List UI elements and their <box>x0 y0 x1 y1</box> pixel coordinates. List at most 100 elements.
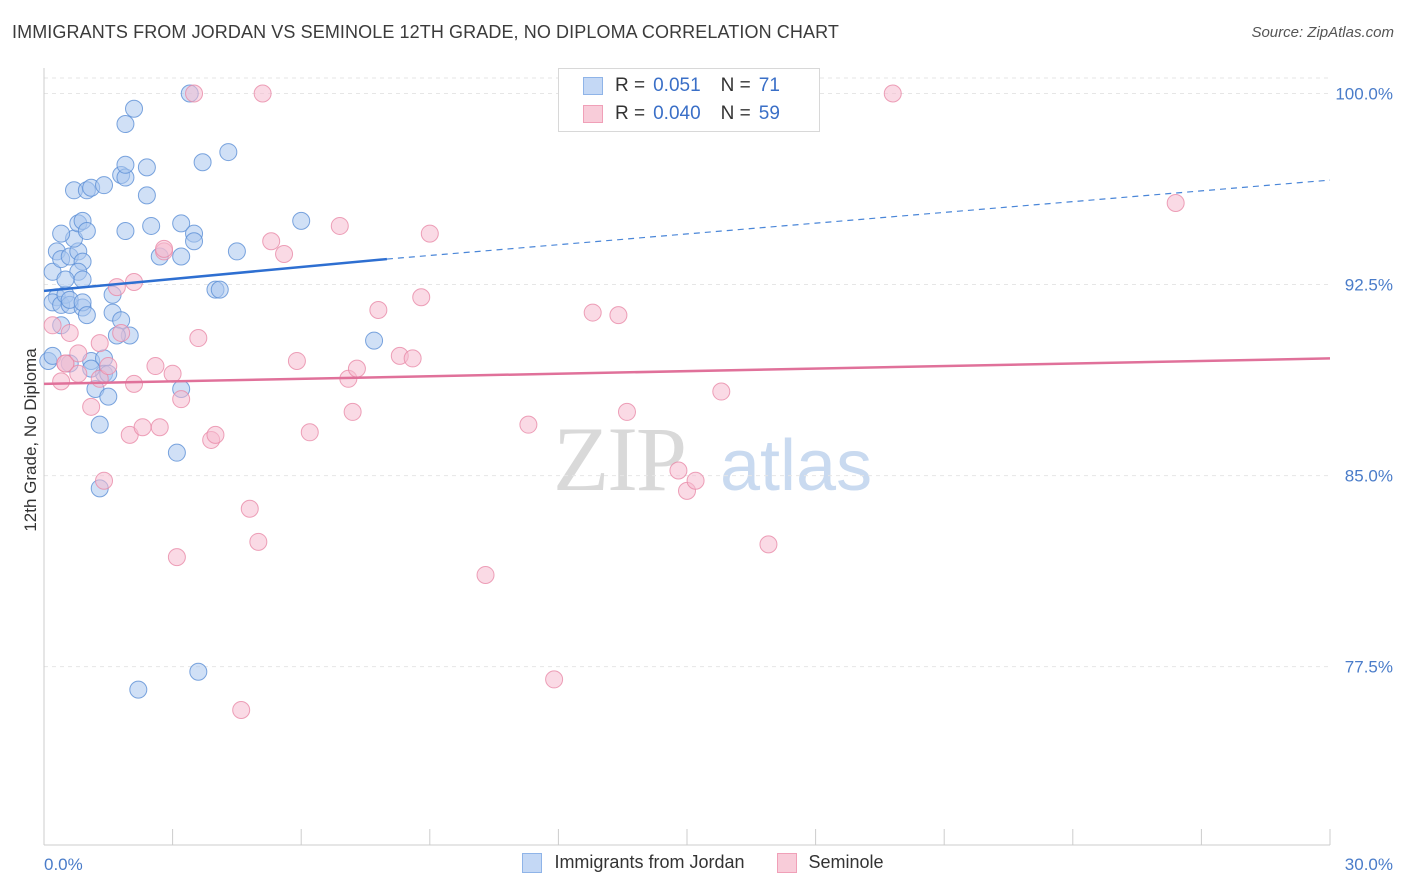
point-seminole <box>90 334 109 353</box>
point-seminole <box>253 84 272 103</box>
point-jordan <box>292 211 311 230</box>
point-seminole <box>240 499 259 518</box>
point-jordan <box>189 662 208 681</box>
point-seminole <box>759 535 778 554</box>
legend-n-value: 59 <box>758 103 780 124</box>
point-seminole <box>712 382 731 401</box>
y-axis-title-wrap: 12th Grade, No Diploma <box>16 270 46 610</box>
point-seminole <box>420 224 439 243</box>
point-jordan <box>56 270 75 289</box>
watermark-atlas: atlas <box>720 426 872 506</box>
point-jordan <box>77 306 96 325</box>
point-seminole <box>347 359 366 378</box>
point-seminole <box>112 323 131 342</box>
point-seminole <box>69 344 88 363</box>
point-seminole <box>99 357 118 376</box>
chart-source: Source: ZipAtlas.com <box>1251 24 1394 41</box>
legend-n-label: N = <box>720 75 751 96</box>
point-seminole <box>519 415 538 434</box>
bottom-legend-jordan: Immigrants from Jordan <box>522 852 745 873</box>
legend-r-value: 0.051 <box>653 75 701 96</box>
point-seminole <box>167 548 186 567</box>
legend-swatch-jordan <box>583 77 603 95</box>
point-seminole <box>686 471 705 490</box>
legend-r-label: R = <box>615 75 646 96</box>
point-seminole <box>172 390 191 409</box>
bottom-legend-label-seminole: Seminole <box>808 852 884 872</box>
point-seminole <box>476 565 495 584</box>
point-seminole <box>82 397 101 416</box>
point-jordan <box>227 242 246 261</box>
point-seminole <box>43 316 62 335</box>
watermark: ZIP atlas <box>553 408 872 510</box>
point-jordan <box>125 99 144 118</box>
point-seminole <box>69 364 88 383</box>
point-jordan <box>210 280 229 299</box>
point-seminole <box>1166 194 1185 213</box>
point-jordan <box>129 680 148 699</box>
point-jordan <box>90 415 109 434</box>
legend-n-value: 71 <box>758 75 780 96</box>
point-seminole <box>275 244 294 263</box>
trend-line-seminole <box>43 357 1331 386</box>
point-jordan <box>52 224 71 243</box>
point-jordan <box>137 186 156 205</box>
point-seminole <box>300 423 319 442</box>
legend-row-jordan: R = 0.051 N = 71 <box>583 73 780 99</box>
bottom-legend-seminole: Seminole <box>776 852 884 873</box>
y-axis-title: 12th Grade, No Diploma <box>21 348 40 532</box>
point-seminole <box>150 418 169 437</box>
point-jordan <box>99 387 118 406</box>
point-jordan <box>172 247 191 266</box>
point-jordan <box>172 214 191 233</box>
point-jordan <box>77 222 96 241</box>
point-jordan <box>116 222 135 241</box>
point-jordan <box>137 158 156 177</box>
legend-box: R = 0.051 N = 71 R = 0.040 N = 59 <box>558 68 820 132</box>
bottom-legend-swatch-seminole <box>776 852 797 873</box>
bottom-legend: Immigrants from Jordan Seminole <box>0 852 1406 873</box>
chart-title: IMMIGRANTS FROM JORDAN VS SEMINOLE 12TH … <box>12 22 839 42</box>
axes <box>43 68 1331 846</box>
point-jordan <box>73 270 92 289</box>
point-seminole <box>52 372 71 391</box>
point-seminole <box>189 329 208 348</box>
point-jordan <box>185 232 204 251</box>
point-seminole <box>369 301 388 320</box>
point-jordan <box>193 153 212 172</box>
trend-line-jordan-extension <box>386 179 1331 260</box>
point-seminole <box>583 303 602 322</box>
point-jordan <box>142 216 161 235</box>
point-seminole <box>206 425 225 444</box>
point-jordan <box>219 143 238 162</box>
point-jordan <box>116 155 135 174</box>
legend-n-label: N = <box>720 103 751 124</box>
point-seminole <box>146 357 165 376</box>
point-seminole <box>883 84 902 103</box>
point-seminole <box>107 278 126 297</box>
point-seminole <box>412 288 431 307</box>
point-seminole <box>343 402 362 421</box>
legend-r-value: 0.040 <box>653 103 701 124</box>
point-seminole <box>249 532 268 551</box>
point-jordan <box>95 176 114 195</box>
point-seminole <box>185 84 204 103</box>
series-seminole <box>43 84 1185 719</box>
point-seminole <box>669 461 688 480</box>
trend-line-jordan <box>43 257 388 293</box>
point-seminole <box>330 216 349 235</box>
point-seminole <box>617 402 636 421</box>
point-seminole <box>125 374 144 393</box>
legend-swatch-seminole <box>583 105 603 123</box>
point-seminole <box>56 354 75 373</box>
x-tick-label: 0.0% <box>44 855 83 874</box>
point-seminole <box>60 323 79 342</box>
series-jordan <box>39 84 384 699</box>
bottom-legend-label-jordan: Immigrants from Jordan <box>554 852 745 872</box>
point-seminole <box>545 670 564 689</box>
point-seminole <box>403 349 422 368</box>
legend-row-seminole: R = 0.040 N = 59 <box>583 101 780 127</box>
point-jordan <box>116 115 135 134</box>
point-seminole <box>287 351 306 370</box>
legend-r-label: R = <box>615 103 646 124</box>
